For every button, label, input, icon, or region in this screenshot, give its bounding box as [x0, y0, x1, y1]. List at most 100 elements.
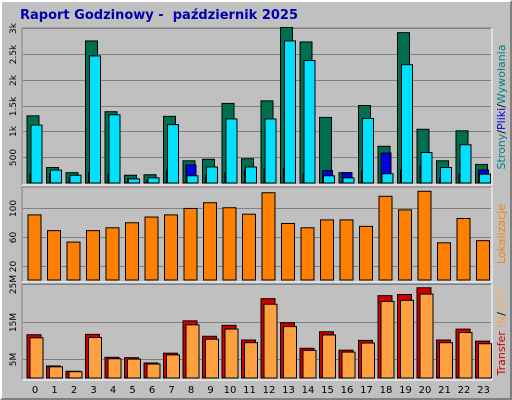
bar-wywolania-fill [108, 114, 121, 184]
bar-transfer-in-fill [478, 343, 492, 379]
bar-wywolania-fill [89, 55, 101, 184]
bar-transfer-in-fill [361, 342, 375, 379]
bar-wywolania-fill [264, 118, 277, 184]
bar-transfer-in-fill [205, 338, 219, 379]
legend-transfer: Transfer [495, 331, 508, 377]
bar-transfer-in-fill [302, 349, 317, 379]
bar-transfer-in [88, 336, 102, 379]
bar-transfer-in [341, 351, 356, 379]
bar-transfer-in-fill [419, 293, 434, 379]
bar-lokalizacje [66, 241, 81, 281]
report-title: Raport Godzinowy - październik 2025 [20, 8, 299, 23]
bar-lokalizacje [378, 195, 393, 281]
bar-transfer-in-fill [29, 337, 44, 379]
bar-lokalizacje-fill [359, 225, 373, 281]
bar-wywolania [420, 152, 433, 184]
bar-lokalizacje [183, 207, 198, 281]
bar-transfer-in [127, 358, 141, 379]
bar-lokalizacje-fill [300, 227, 315, 281]
legend-top: Strony/Pliki/Wywołania [495, 45, 508, 170]
bar-wywolania-fill [459, 144, 472, 184]
bar-lokalizacje-fill [281, 222, 295, 281]
bar-wywolania-fill [128, 178, 140, 184]
x-tick-label: 0 [32, 385, 38, 396]
bar-transfer-in-fill [146, 363, 161, 379]
bar-lokalizacje [47, 230, 61, 281]
bar-lokalizacje-fill [456, 217, 471, 281]
x-tick-label: 7 [168, 385, 174, 396]
bar-wywolania [440, 167, 452, 184]
y-tick-label: 15M [9, 313, 19, 332]
bar-wywolania [401, 64, 413, 184]
bar-lokalizacje [300, 227, 315, 281]
bar-wywolania [147, 177, 160, 184]
bar-lokalizacje [222, 207, 237, 281]
bar-lokalizacje [437, 242, 451, 281]
bar-wywolania-fill [186, 175, 199, 184]
bar-wywolania [479, 173, 491, 184]
bar-lokalizacje-fill [27, 214, 42, 281]
x-tick-label: 17 [360, 385, 373, 396]
x-tick-label: 11 [243, 385, 256, 396]
bar-lokalizacje-fill [339, 219, 354, 281]
bar-transfer-in-fill [380, 300, 395, 379]
bar-wywolania-fill [342, 177, 355, 184]
bar-lokalizacje [27, 214, 42, 281]
bar-transfer-in [283, 326, 297, 379]
bar-wywolania-fill [284, 40, 296, 184]
bar-transfer-in [263, 303, 278, 379]
bar-transfer-in [68, 371, 83, 379]
bar-wywolania [381, 173, 394, 184]
bar-wywolania [245, 166, 257, 184]
bar-transfer-in [322, 334, 336, 379]
y-tick-label: 20 [9, 261, 19, 273]
bar-wywolania-fill [362, 117, 374, 184]
bar-wywolania [89, 55, 101, 184]
bar-lokalizacje-fill [261, 192, 276, 281]
x-tick-label: 12 [263, 385, 276, 396]
bar-transfer-in [205, 338, 219, 379]
bar-wywolania [50, 169, 62, 184]
bar-transfer-in-fill [88, 336, 102, 379]
bar-lokalizacje-fill [164, 214, 178, 281]
bar-transfer-in [185, 324, 200, 379]
bar-wywolania-fill [323, 175, 335, 184]
y-tick-label: 60 [9, 232, 19, 244]
x-tick-label: 18 [380, 385, 393, 396]
bar-transfer-in-fill [244, 342, 258, 379]
x-tick-label: 19 [399, 385, 412, 396]
bar-lokalizacje [476, 240, 490, 281]
bar-lokalizacje [398, 209, 412, 281]
x-tick-label: 3 [90, 385, 96, 396]
bar-lokalizacje [203, 202, 217, 281]
bar-transfer-in [224, 328, 239, 379]
bar-wywolania-fill [225, 118, 238, 184]
x-tick-label: 20 [419, 385, 432, 396]
bar-transfer-in [478, 343, 492, 379]
bar-wywolania [225, 118, 238, 184]
bar-transfer-in-fill [185, 324, 200, 379]
x-tick-label: 16 [341, 385, 354, 396]
bar-lokalizacje [359, 225, 373, 281]
bar-transfer-in [146, 363, 161, 379]
bar-transfer-in [244, 342, 258, 379]
bar-transfer-in [302, 349, 317, 379]
x-tick-label: 1 [51, 385, 57, 396]
bar-wywolania-fill [479, 173, 491, 184]
bar-lokalizacje [242, 213, 256, 281]
bar-transfer-in-fill [400, 299, 414, 379]
bar-lokalizacje [456, 217, 471, 281]
bar-lokalizacje-fill [320, 219, 334, 281]
legend-sep-2: / [495, 104, 508, 108]
legend-requests: Wywołania [495, 45, 508, 105]
bars-middle [27, 190, 490, 281]
bar-wywolania [108, 114, 121, 184]
bar-wywolania [30, 124, 43, 184]
y-tick-label: 3k [9, 22, 19, 34]
bar-wywolania [264, 118, 277, 184]
legend-sep-3: / [495, 312, 508, 316]
y-tick-label: 100 [9, 200, 19, 217]
x-tick-label: 14 [302, 385, 315, 396]
bar-wywolania-fill [30, 124, 43, 184]
